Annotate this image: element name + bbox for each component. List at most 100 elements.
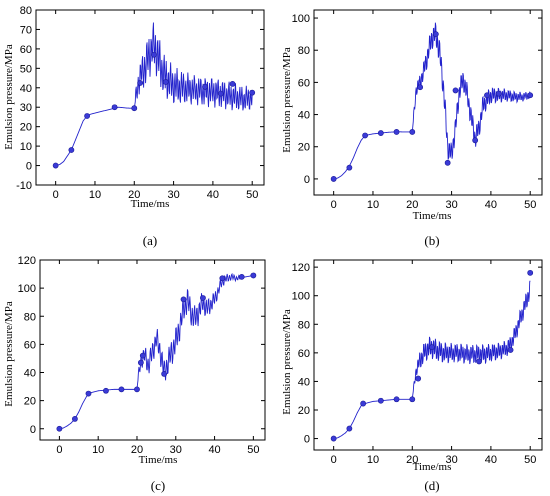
plot-area-b: 0 10 20 30 40 50 0 20 40 60 80 100 bbox=[292, 9, 543, 211]
data-point-b bbox=[444, 159, 451, 166]
y-tick-label-c: 80 bbox=[24, 311, 36, 323]
data-point-b bbox=[452, 87, 459, 94]
panel-c: 0 10 20 30 40 50 0 20 40 60 80 100 120 Time/ms Emuls… bbox=[3, 255, 266, 493]
panel-d: 0 10 20 30 40 50 0 20 40 60 80 100 120 Time/ms Emuls… bbox=[281, 259, 543, 493]
x-tick-label-d: 20 bbox=[406, 454, 418, 466]
y-axis-title-d: Emulsion pressure/MPa bbox=[281, 309, 293, 415]
x-tick-label-d: 10 bbox=[367, 454, 379, 466]
data-point-c bbox=[219, 275, 226, 282]
x-tick-label-b: 20 bbox=[406, 199, 418, 211]
data-point-a bbox=[84, 113, 91, 119]
y-tick-label-b: 60 bbox=[298, 77, 310, 89]
data-point-b bbox=[527, 92, 534, 99]
y-tick-label-b: 20 bbox=[298, 142, 310, 154]
x-tick-label-c: 50 bbox=[247, 444, 259, 456]
data-point-a bbox=[131, 105, 138, 112]
y-axis-title-a: Emulsion pressure/MPa bbox=[3, 44, 15, 150]
data-point-b bbox=[417, 84, 424, 91]
y-axis-title-b: Emulsion pressure/MPa bbox=[281, 47, 293, 153]
plot-frame-a bbox=[35, 9, 265, 186]
x-tick-label-b: 50 bbox=[524, 199, 536, 211]
data-point-d bbox=[507, 347, 514, 353]
data-point-c bbox=[134, 386, 140, 393]
x-tick-label-a: 20 bbox=[128, 189, 140, 201]
y-tick-label-d: 20 bbox=[298, 405, 310, 417]
y-tick-label-b: 0 bbox=[304, 174, 310, 186]
y-tick-label-a: 50 bbox=[20, 63, 32, 75]
plot-area-c: 0 10 20 30 40 50 0 20 40 60 80 100 120 bbox=[18, 255, 266, 456]
y-tick-label-c: 0 bbox=[30, 424, 36, 436]
data-point-c bbox=[200, 295, 206, 301]
y-tick-label-d: 100 bbox=[292, 291, 310, 303]
data-point-b bbox=[432, 31, 439, 38]
y-tick-label-a: 60 bbox=[20, 44, 32, 56]
data-point-a bbox=[151, 51, 157, 58]
plot-area-a: 0 10 20 30 40 50 -10 0 10 20 30 40 50 60 70 80 bbox=[16, 5, 265, 201]
data-point-c bbox=[180, 296, 187, 303]
x-tick-label-d: 40 bbox=[485, 454, 497, 466]
data-point-b bbox=[495, 90, 502, 97]
data-point-c bbox=[85, 390, 92, 397]
y-tick-label-d: 0 bbox=[304, 434, 310, 446]
data-point-a bbox=[202, 83, 208, 90]
data-point-b bbox=[377, 130, 384, 136]
x-tick-label-c: 10 bbox=[92, 444, 104, 456]
data-point-d bbox=[415, 375, 422, 382]
x-tick-label-a: 0 bbox=[53, 189, 59, 201]
panel-b: 0 10 20 30 40 50 0 20 40 60 80 100 Time/ms Emulsion… bbox=[281, 9, 543, 248]
x-tick-label-c: 0 bbox=[56, 444, 62, 456]
data-point-a bbox=[52, 162, 59, 169]
x-tick-label-d: 0 bbox=[331, 454, 337, 466]
x-tick-label-b: 30 bbox=[445, 199, 457, 211]
y-tick-label-a: 40 bbox=[20, 83, 32, 95]
x-tick-label-b: 40 bbox=[485, 199, 497, 211]
y-tick-label-d: 40 bbox=[298, 376, 310, 388]
data-point-b bbox=[346, 164, 353, 171]
data-point-a bbox=[229, 80, 236, 87]
data-point-a bbox=[137, 80, 144, 86]
data-point-c bbox=[72, 416, 78, 422]
data-point-b bbox=[362, 132, 369, 139]
y-tick-label-a: -10 bbox=[16, 180, 32, 192]
data-point-d bbox=[346, 425, 353, 432]
data-point-c bbox=[137, 359, 144, 366]
plot-frame-d bbox=[313, 259, 543, 451]
data-point-a bbox=[217, 90, 224, 97]
y-tick-label-c: 100 bbox=[18, 283, 36, 295]
x-tick-label-d: 30 bbox=[445, 454, 457, 466]
data-point-c bbox=[250, 272, 257, 279]
y-tick-label-a: 70 bbox=[20, 24, 32, 36]
data-point-b bbox=[472, 137, 479, 144]
x-axis-title-c: Time/ms bbox=[139, 454, 178, 466]
data-point-c bbox=[238, 273, 245, 280]
x-tick-label-a: 40 bbox=[207, 189, 219, 201]
data-point-d bbox=[393, 396, 400, 403]
data-point-d bbox=[360, 400, 367, 407]
y-axis-title-c: Emulsion pressure/MPa bbox=[3, 301, 15, 407]
plot-area-d: 0 10 20 30 40 50 0 20 40 60 80 100 120 bbox=[292, 259, 543, 466]
y-tick-label-a: 30 bbox=[20, 102, 32, 114]
y-tick-label-c: 60 bbox=[24, 339, 36, 351]
data-point-a bbox=[162, 79, 169, 85]
y-tick-label-d: 60 bbox=[298, 348, 310, 360]
y-tick-label-a: 80 bbox=[20, 5, 32, 17]
y-tick-label-d: 120 bbox=[292, 262, 310, 274]
data-point-b bbox=[409, 129, 416, 135]
data-point-a bbox=[68, 147, 75, 153]
plot-frame-b bbox=[313, 9, 543, 196]
x-tick-label-a: 30 bbox=[167, 189, 179, 201]
x-tick-label-c: 20 bbox=[131, 444, 143, 456]
panel-label-b: (b) bbox=[424, 233, 439, 248]
data-point-d bbox=[429, 344, 435, 351]
data-point-c bbox=[161, 371, 168, 377]
data-point-d bbox=[476, 358, 483, 365]
data-point-d bbox=[409, 396, 416, 403]
data-point-d bbox=[330, 435, 337, 442]
data-point-b bbox=[393, 129, 400, 135]
x-tick-label-d: 50 bbox=[524, 454, 536, 466]
series-line-b bbox=[333, 22, 531, 180]
plot-frame-c bbox=[39, 259, 266, 441]
y-tick-label-b: 40 bbox=[298, 110, 310, 122]
